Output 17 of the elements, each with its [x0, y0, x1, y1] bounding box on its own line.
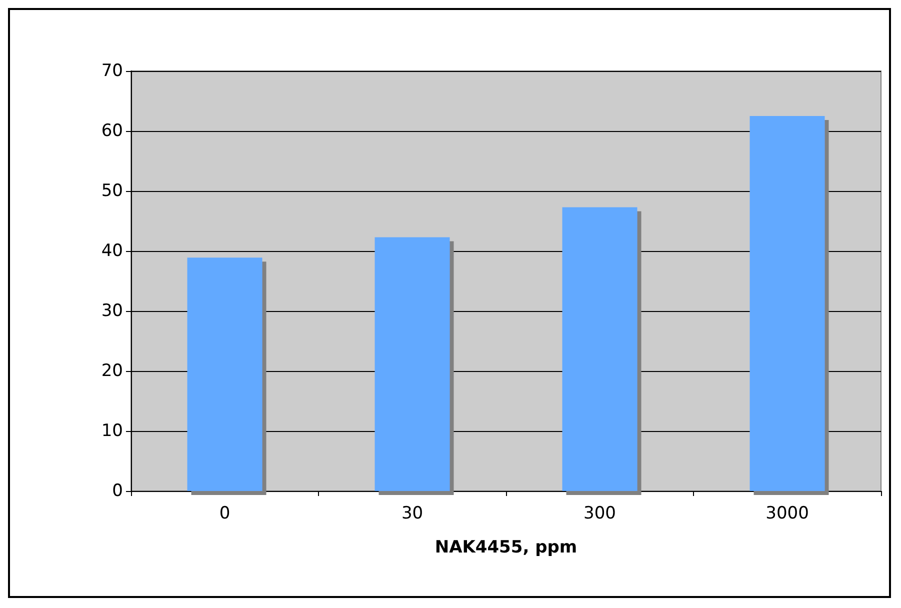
x-tick-label: 30 [401, 504, 424, 524]
y-tick-label: 0 [112, 481, 123, 501]
y-tick-label: 50 [101, 181, 123, 201]
y-tick-label: 30 [101, 301, 123, 321]
y-tick-label: 70 [101, 61, 123, 81]
y-tick-label: 20 [101, 361, 123, 381]
bar [374, 237, 450, 491]
bar [750, 116, 825, 491]
y-tick-label: 60 [101, 121, 123, 141]
bar [187, 258, 262, 491]
y-tick-label: 10 [101, 421, 123, 441]
x-tick-label: 3000 [766, 504, 809, 524]
x-tick-label: 0 [219, 504, 230, 524]
x-axis-title: NAK4455, ppm [434, 538, 578, 558]
y-tick-label: 40 [101, 241, 123, 261]
x-tick-label: 300 [584, 504, 616, 524]
bar [562, 207, 638, 491]
